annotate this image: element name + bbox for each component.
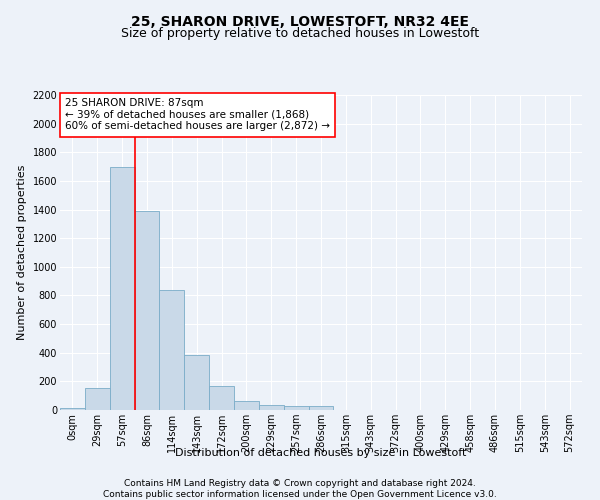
Text: Size of property relative to detached houses in Lowestoft: Size of property relative to detached ho… <box>121 28 479 40</box>
Bar <box>85 388 110 410</box>
Text: 25 SHARON DRIVE: 87sqm
← 39% of detached houses are smaller (1,868)
60% of semi-: 25 SHARON DRIVE: 87sqm ← 39% of detached… <box>65 98 330 132</box>
Text: Contains HM Land Registry data © Crown copyright and database right 2024.: Contains HM Land Registry data © Crown c… <box>124 479 476 488</box>
Bar <box>160 290 184 410</box>
Bar <box>110 166 134 410</box>
Text: 25, SHARON DRIVE, LOWESTOFT, NR32 4EE: 25, SHARON DRIVE, LOWESTOFT, NR32 4EE <box>131 15 469 29</box>
Bar <box>209 386 234 410</box>
Bar <box>134 211 160 410</box>
Bar <box>284 406 308 410</box>
Bar <box>234 400 259 410</box>
Bar <box>308 406 334 410</box>
Bar <box>259 404 284 410</box>
Text: Distribution of detached houses by size in Lowestoft: Distribution of detached houses by size … <box>175 448 467 458</box>
Text: Contains public sector information licensed under the Open Government Licence v3: Contains public sector information licen… <box>103 490 497 499</box>
Y-axis label: Number of detached properties: Number of detached properties <box>17 165 27 340</box>
Bar <box>60 408 85 410</box>
Bar <box>184 355 209 410</box>
